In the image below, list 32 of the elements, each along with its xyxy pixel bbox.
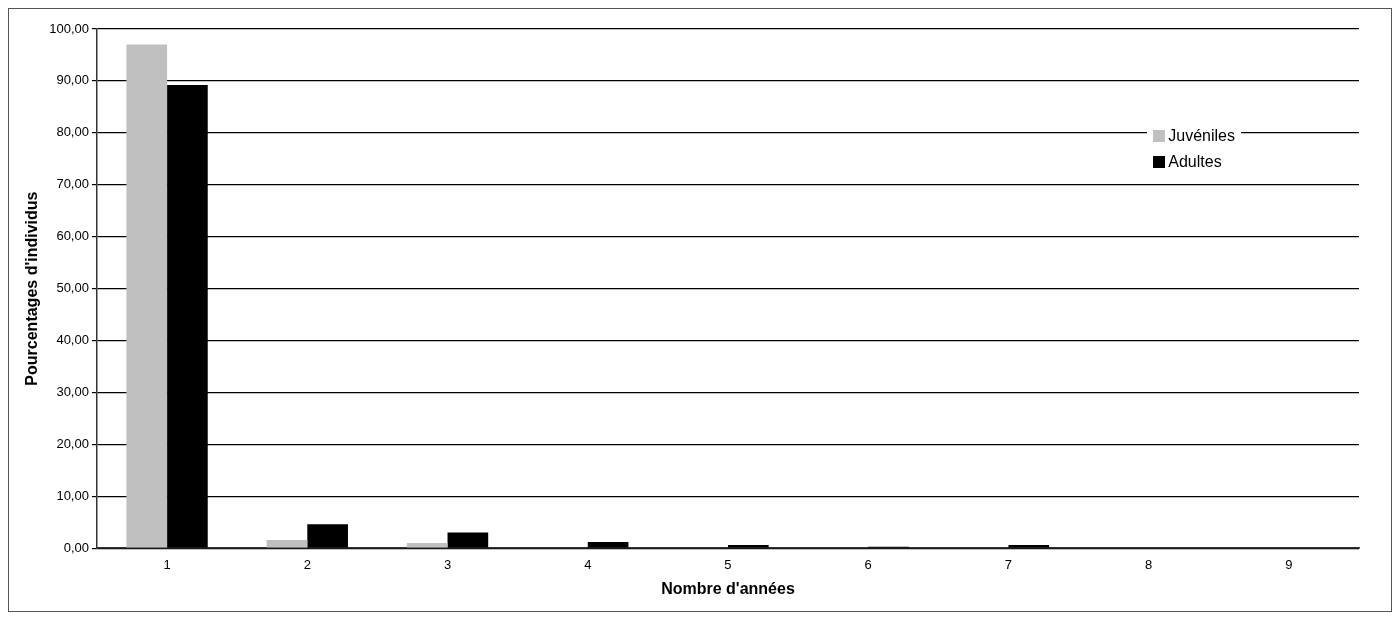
y-tick-label: 20,00 xyxy=(56,435,89,451)
y-tick-label: 0,00 xyxy=(63,539,89,555)
x-tick-label: 7 xyxy=(1004,556,1013,572)
x-tick-label: 6 xyxy=(864,556,872,572)
x-tick-label: 8 xyxy=(1145,556,1153,572)
y-tick-label: 90,00 xyxy=(56,72,89,88)
bar xyxy=(587,541,629,548)
y-tick-label: 50,00 xyxy=(56,280,89,296)
y-tick-label: 70,00 xyxy=(56,176,89,192)
y-tick-label: 10,00 xyxy=(56,487,89,503)
bar xyxy=(447,532,489,548)
x-tick-label: 9 xyxy=(1285,556,1293,572)
bar xyxy=(126,44,168,548)
y-tick-label: 40,00 xyxy=(56,332,89,348)
y-tick-label: 30,00 xyxy=(56,384,89,400)
x-tick-label: 1 xyxy=(163,556,171,572)
legend-label: Juvéniles xyxy=(1168,126,1235,146)
x-axis-title: Nombre d'années xyxy=(661,579,795,597)
bar xyxy=(406,543,448,548)
x-tick-label: 4 xyxy=(584,556,592,572)
y-tick-label: 100,00 xyxy=(49,20,89,36)
y-tick-label: 80,00 xyxy=(56,124,89,140)
bar xyxy=(307,524,348,548)
bar xyxy=(266,539,308,548)
y-tick-label: 60,00 xyxy=(56,228,89,244)
y-axis-title: Pourcentages d'individus xyxy=(23,191,41,386)
legend-label: Adultes xyxy=(1168,152,1222,172)
bar xyxy=(727,545,769,548)
x-tick-label: 2 xyxy=(303,556,311,572)
bar xyxy=(1008,545,1050,548)
x-tick-label: 5 xyxy=(724,556,732,572)
x-tick-label: 3 xyxy=(443,556,452,572)
